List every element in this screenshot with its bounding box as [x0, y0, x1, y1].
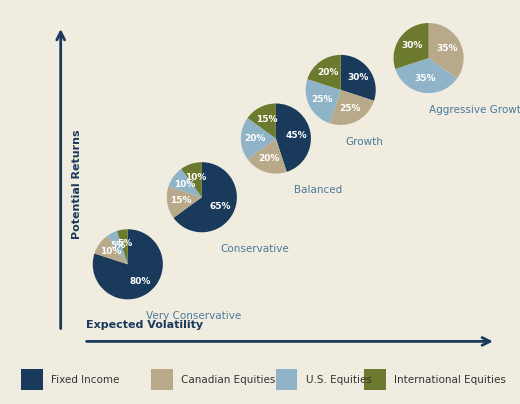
Wedge shape [95, 236, 128, 264]
Text: 20%: 20% [258, 154, 280, 163]
Text: 25%: 25% [340, 104, 361, 113]
Bar [151, 369, 173, 390]
Wedge shape [395, 58, 457, 93]
Wedge shape [167, 186, 202, 218]
Bar [276, 369, 297, 390]
Wedge shape [394, 23, 428, 69]
Text: 15%: 15% [171, 196, 192, 205]
Text: Expected Volatility: Expected Volatility [86, 320, 203, 330]
Wedge shape [248, 139, 287, 174]
Text: Canadian Equities: Canadian Equities [181, 375, 275, 385]
Text: 5%: 5% [111, 241, 126, 250]
Wedge shape [174, 162, 237, 232]
Bar [364, 369, 386, 390]
Wedge shape [330, 90, 374, 125]
Wedge shape [93, 229, 163, 299]
Text: Growth: Growth [345, 137, 383, 147]
Wedge shape [276, 103, 311, 172]
Wedge shape [107, 231, 128, 264]
Text: 30%: 30% [401, 41, 422, 50]
Text: Very Conservative: Very Conservative [146, 311, 242, 321]
Text: Balanced: Balanced [294, 185, 343, 196]
Text: U.S. Equities: U.S. Equities [306, 375, 372, 385]
Text: Potential Returns: Potential Returns [72, 129, 82, 239]
Wedge shape [241, 118, 276, 159]
Text: 5%: 5% [117, 239, 132, 248]
Wedge shape [428, 23, 464, 79]
Text: Fixed Income: Fixed Income [51, 375, 119, 385]
Wedge shape [181, 162, 202, 197]
Text: 35%: 35% [437, 44, 458, 53]
Text: 30%: 30% [347, 73, 368, 82]
Wedge shape [117, 229, 128, 264]
Text: 25%: 25% [311, 95, 333, 104]
Text: 10%: 10% [174, 180, 196, 189]
Text: Conservative: Conservative [220, 244, 289, 254]
Text: 10%: 10% [100, 247, 122, 257]
Wedge shape [306, 79, 341, 123]
Text: Aggressive Growth: Aggressive Growth [428, 105, 520, 115]
Text: 80%: 80% [129, 277, 151, 286]
Text: 35%: 35% [414, 74, 436, 83]
Text: 65%: 65% [210, 202, 231, 211]
Wedge shape [168, 169, 202, 197]
Wedge shape [341, 55, 376, 101]
Text: 15%: 15% [256, 115, 277, 124]
Text: 20%: 20% [244, 134, 266, 143]
Text: 20%: 20% [318, 68, 339, 78]
Text: 10%: 10% [185, 173, 206, 182]
Bar [21, 369, 43, 390]
Text: International Equities: International Equities [394, 375, 506, 385]
Wedge shape [248, 103, 276, 139]
Text: 45%: 45% [286, 131, 307, 140]
Wedge shape [307, 55, 341, 90]
